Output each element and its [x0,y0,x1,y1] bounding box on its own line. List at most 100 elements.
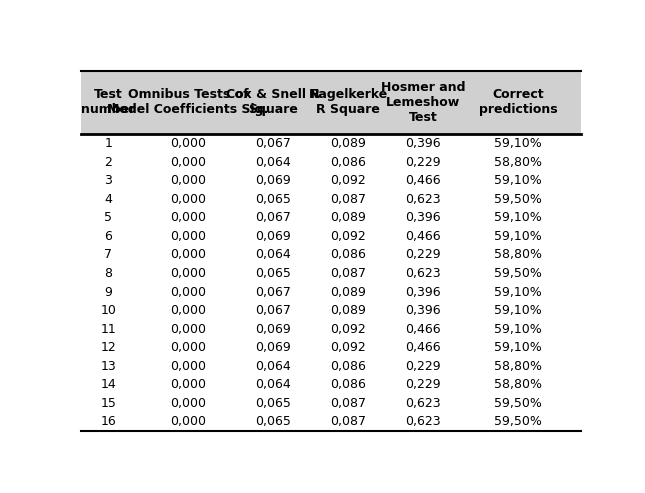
Text: Test
number: Test number [81,88,135,116]
Text: 59,50%: 59,50% [494,397,542,410]
Text: 6: 6 [104,230,112,243]
Text: 0,065: 0,065 [255,267,291,280]
Text: 0,092: 0,092 [330,322,366,336]
Text: 59,10%: 59,10% [494,285,542,299]
Text: 0,623: 0,623 [405,416,441,428]
Text: 0,087: 0,087 [330,267,366,280]
Text: 0,069: 0,069 [255,322,291,336]
Text: 8: 8 [104,267,112,280]
Text: 0,229: 0,229 [405,360,441,373]
Text: Correct
predictions: Correct predictions [479,88,557,116]
Text: 0,064: 0,064 [255,378,291,391]
Text: 14: 14 [100,378,116,391]
Text: 0,000: 0,000 [170,248,206,261]
Text: 59,10%: 59,10% [494,230,542,243]
Text: 0,067: 0,067 [255,304,291,317]
Text: 0,087: 0,087 [330,416,366,428]
Text: 0,065: 0,065 [255,193,291,206]
Text: 0,396: 0,396 [405,137,441,150]
Text: 7: 7 [104,248,112,261]
Text: 0,623: 0,623 [405,267,441,280]
Text: 0,064: 0,064 [255,156,291,169]
Text: 0,623: 0,623 [405,397,441,410]
Text: 5: 5 [104,211,112,224]
Text: Omnibus Tests of
Model Coefficients Sig.: Omnibus Tests of Model Coefficients Sig. [108,88,269,116]
Text: 59,10%: 59,10% [494,174,542,187]
Text: 11: 11 [100,322,116,336]
Text: 59,10%: 59,10% [494,304,542,317]
Text: 0,000: 0,000 [170,230,206,243]
Text: 0,000: 0,000 [170,397,206,410]
Text: 0,229: 0,229 [405,156,441,169]
Text: 0,396: 0,396 [405,304,441,317]
Text: 0,000: 0,000 [170,360,206,373]
Text: 0,064: 0,064 [255,248,291,261]
Text: 0,067: 0,067 [255,137,291,150]
Text: 0,092: 0,092 [330,230,366,243]
Text: 0,000: 0,000 [170,211,206,224]
Text: 0,064: 0,064 [255,360,291,373]
Text: 0,089: 0,089 [330,211,366,224]
Text: 0,466: 0,466 [405,230,441,243]
Text: 0,089: 0,089 [330,304,366,317]
Text: 0,466: 0,466 [405,174,441,187]
Text: 12: 12 [100,341,116,354]
Text: 0,086: 0,086 [330,360,366,373]
Text: 58,80%: 58,80% [494,156,542,169]
Text: 0,000: 0,000 [170,267,206,280]
Text: 0,000: 0,000 [170,174,206,187]
Text: 0,092: 0,092 [330,174,366,187]
Text: 0,086: 0,086 [330,248,366,261]
Text: 15: 15 [100,397,116,410]
Text: 58,80%: 58,80% [494,378,542,391]
Text: 0,229: 0,229 [405,378,441,391]
Text: 0,229: 0,229 [405,248,441,261]
Text: 59,50%: 59,50% [494,416,542,428]
Text: 0,000: 0,000 [170,285,206,299]
Text: 0,087: 0,087 [330,193,366,206]
Bar [81,70,580,134]
Text: 0,069: 0,069 [255,341,291,354]
Text: 0,067: 0,067 [255,285,291,299]
Text: 2: 2 [104,156,112,169]
Text: 0,069: 0,069 [255,230,291,243]
Text: 0,089: 0,089 [330,137,366,150]
Text: 0,000: 0,000 [170,341,206,354]
Text: 4: 4 [104,193,112,206]
Text: 0,396: 0,396 [405,285,441,299]
Text: 0,466: 0,466 [405,322,441,336]
Text: 3: 3 [104,174,112,187]
Text: 59,10%: 59,10% [494,322,542,336]
Text: 9: 9 [104,285,112,299]
Text: 0,092: 0,092 [330,341,366,354]
Text: 0,396: 0,396 [405,211,441,224]
Text: Nagelkerke
R Square: Nagelkerke R Square [308,88,388,116]
Text: 59,10%: 59,10% [494,341,542,354]
Text: 13: 13 [100,360,116,373]
Text: 0,086: 0,086 [330,156,366,169]
Text: 58,80%: 58,80% [494,248,542,261]
Text: 0,065: 0,065 [255,397,291,410]
Text: 59,10%: 59,10% [494,137,542,150]
Text: 59,50%: 59,50% [494,267,542,280]
Text: 0,000: 0,000 [170,304,206,317]
Text: 59,50%: 59,50% [494,193,542,206]
Text: 0,000: 0,000 [170,193,206,206]
Text: 0,623: 0,623 [405,193,441,206]
Text: 10: 10 [100,304,116,317]
Text: 0,000: 0,000 [170,322,206,336]
Text: 0,000: 0,000 [170,378,206,391]
Text: 0,089: 0,089 [330,285,366,299]
Text: 59,10%: 59,10% [494,211,542,224]
Text: Hosmer and
Lemeshow
Test: Hosmer and Lemeshow Test [381,81,465,124]
Text: 58,80%: 58,80% [494,360,542,373]
Text: 0,069: 0,069 [255,174,291,187]
Text: 0,000: 0,000 [170,416,206,428]
Text: 0,087: 0,087 [330,397,366,410]
Text: 0,086: 0,086 [330,378,366,391]
Text: 16: 16 [100,416,116,428]
Text: 0,067: 0,067 [255,211,291,224]
Text: Cox & Snell R
Square: Cox & Snell R Square [226,88,320,116]
Text: 0,000: 0,000 [170,156,206,169]
Text: 0,000: 0,000 [170,137,206,150]
